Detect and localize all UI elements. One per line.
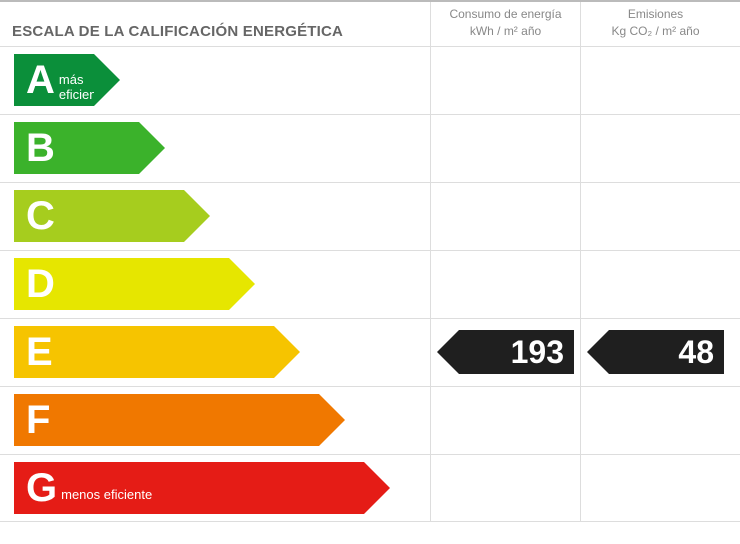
arrowhead-icon <box>184 190 210 242</box>
rating-bar: Amás eficiente <box>14 54 94 106</box>
consumption-value: 193 <box>459 330 574 374</box>
energy-rating-chart: ESCALA DE LA CALIFICACIÓN ENERGÉTICA Con… <box>0 0 740 522</box>
arrowhead-icon <box>139 122 165 174</box>
rating-row: B <box>0 114 740 182</box>
arrowhead-icon <box>229 258 255 310</box>
rating-bar: B <box>14 122 139 174</box>
arrowhead-icon <box>274 326 300 378</box>
column-header-emissions: Emisiones Kg CO₂ / m² año <box>580 2 730 46</box>
arrowhead-icon <box>319 394 345 446</box>
rating-bar: D <box>14 258 229 310</box>
rating-rows: Amás eficienteBCDE19348FGmenos eficiente <box>0 46 740 522</box>
column-header-consumption: Consumo de energía kWh / m² año <box>430 2 580 46</box>
bar-cell: E <box>0 319 430 386</box>
column-header-line2: kWh / m² año <box>431 23 580 40</box>
consumption-cell <box>430 47 580 114</box>
emissions-cell <box>580 115 730 182</box>
rating-letter: D <box>26 264 55 304</box>
emissions-cell <box>580 183 730 250</box>
emissions-cell <box>580 251 730 318</box>
arrowhead-icon <box>364 462 390 514</box>
column-header-line2: Kg CO₂ / m² año <box>581 23 730 40</box>
consumption-cell <box>430 387 580 454</box>
bar-cell: Gmenos eficiente <box>0 455 430 521</box>
consumption-cell <box>430 251 580 318</box>
emissions-cell <box>580 47 730 114</box>
rating-row: F <box>0 386 740 454</box>
consumption-cell <box>430 455 580 521</box>
consumption-cell <box>430 183 580 250</box>
rating-letter: E <box>26 332 53 372</box>
rating-row: E 193 48 <box>0 318 740 386</box>
chart-title: ESCALA DE LA CALIFICACIÓN ENERGÉTICA <box>0 15 430 46</box>
rating-row: Amás eficiente <box>0 46 740 114</box>
consumption-cell: 193 <box>430 319 580 386</box>
rating-letter: C <box>26 196 55 236</box>
rating-bar: E <box>14 326 274 378</box>
rating-letter: F <box>26 400 50 440</box>
rating-letter: A <box>26 60 55 100</box>
rating-letter: B <box>26 128 55 168</box>
emissions-cell <box>580 387 730 454</box>
column-header-line1: Consumo de energía <box>431 6 580 23</box>
emissions-value: 48 <box>609 330 724 374</box>
rating-bar: F <box>14 394 319 446</box>
bar-cell: B <box>0 115 430 182</box>
arrowhead-icon <box>94 54 120 106</box>
bar-cell: Amás eficiente <box>0 47 430 114</box>
rating-bar: Gmenos eficiente <box>14 462 364 514</box>
rating-row: C <box>0 182 740 250</box>
bar-cell: C <box>0 183 430 250</box>
bar-cell: D <box>0 251 430 318</box>
rating-row: D <box>0 250 740 318</box>
column-header-line1: Emisiones <box>581 6 730 23</box>
header-row: ESCALA DE LA CALIFICACIÓN ENERGÉTICA Con… <box>0 0 740 46</box>
rating-sublabel: menos eficiente <box>61 487 152 502</box>
emissions-cell <box>580 455 730 521</box>
rating-bar: C <box>14 190 184 242</box>
rating-row: Gmenos eficiente <box>0 454 740 522</box>
rating-letter: G <box>26 468 57 508</box>
consumption-cell <box>430 115 580 182</box>
emissions-cell: 48 <box>580 319 730 386</box>
bar-cell: F <box>0 387 430 454</box>
